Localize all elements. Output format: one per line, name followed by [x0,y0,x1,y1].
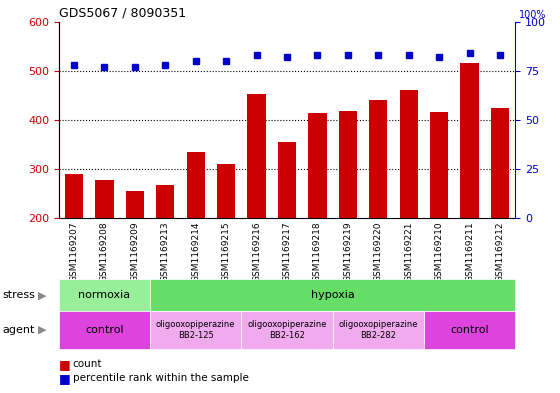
Text: GSM1169211: GSM1169211 [465,221,474,282]
Text: normoxia: normoxia [78,290,130,300]
Text: GSM1169219: GSM1169219 [343,221,352,282]
Bar [339,111,357,218]
Bar [150,279,515,311]
Text: GSM1169221: GSM1169221 [404,221,413,282]
Text: GSM1169213: GSM1169213 [161,221,170,282]
Text: percentile rank within the sample: percentile rank within the sample [73,373,249,383]
Bar [424,311,515,349]
Bar [150,311,241,349]
Text: 100%: 100% [519,10,547,20]
Text: GSM1169208: GSM1169208 [100,221,109,282]
Bar [95,180,114,218]
Text: ■: ■ [59,358,71,371]
Text: count: count [73,359,102,369]
Text: oligooxopiperazine
BB2-162: oligooxopiperazine BB2-162 [248,320,326,340]
Bar [59,279,150,311]
Text: GSM1169220: GSM1169220 [374,221,383,282]
Text: ▶: ▶ [38,290,46,300]
Bar [309,114,326,218]
Text: ■: ■ [59,371,71,385]
Bar [156,185,174,218]
Bar [278,142,296,218]
Bar [248,94,265,218]
Text: GDS5067 / 8090351: GDS5067 / 8090351 [59,6,186,19]
Text: stress: stress [3,290,36,300]
Text: agent: agent [3,325,35,335]
Text: control: control [85,325,124,335]
Bar [460,63,479,218]
Text: GSM1169215: GSM1169215 [222,221,231,282]
Bar [186,152,205,218]
Bar [241,311,333,349]
Bar [491,108,509,218]
Bar [333,311,424,349]
Text: control: control [450,325,489,335]
Text: hypoxia: hypoxia [311,290,354,300]
Text: oligooxopiperazine
BB2-125: oligooxopiperazine BB2-125 [156,320,235,340]
Bar [369,100,388,218]
Bar [430,112,448,218]
Text: GSM1169218: GSM1169218 [313,221,322,282]
Text: GSM1169209: GSM1169209 [130,221,139,282]
Text: GSM1169217: GSM1169217 [282,221,292,282]
Bar [65,174,83,218]
Bar [217,164,235,218]
Text: GSM1169212: GSM1169212 [496,221,505,282]
Text: ▶: ▶ [38,325,46,335]
Bar [400,90,418,218]
Text: oligooxopiperazine
BB2-282: oligooxopiperazine BB2-282 [339,320,418,340]
Text: GSM1169210: GSM1169210 [435,221,444,282]
Text: GSM1169214: GSM1169214 [191,221,200,282]
Text: GSM1169216: GSM1169216 [252,221,261,282]
Bar [59,311,150,349]
Bar [126,191,144,218]
Text: GSM1169207: GSM1169207 [69,221,78,282]
